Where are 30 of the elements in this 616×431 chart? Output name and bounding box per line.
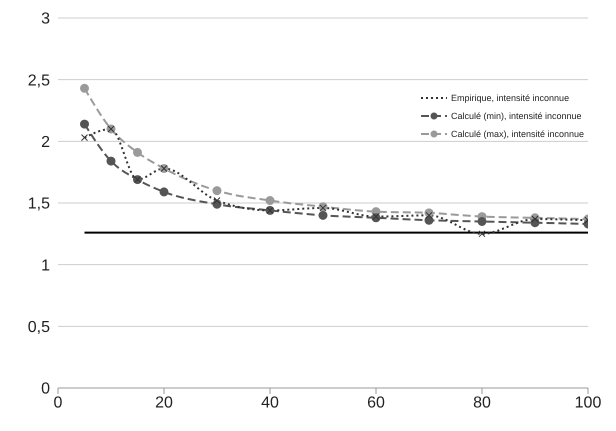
y-tick-label: 0 (41, 380, 50, 398)
point (212, 186, 222, 196)
point (426, 212, 432, 219)
y-tick-label: 0,5 (28, 319, 50, 336)
point (106, 156, 116, 166)
point (478, 217, 486, 226)
x-tick-label: 40 (261, 394, 279, 412)
point (133, 148, 142, 157)
point (478, 230, 486, 238)
point (81, 134, 88, 142)
point (160, 187, 168, 196)
point (318, 210, 328, 220)
legend-label: Empirique, intensité inconnue (451, 93, 570, 103)
point (214, 197, 220, 204)
x-tick-label: 60 (367, 394, 385, 412)
y-tick-label: 1 (41, 257, 50, 274)
x-tick-label: 100 (574, 394, 602, 412)
point (266, 196, 274, 206)
y-tick-label: 1,5 (28, 196, 50, 213)
x-tick-label: 0 (54, 394, 63, 412)
legend-label: Calculé (min), intensité inconnue (451, 111, 582, 121)
y-tick-label: 2,5 (28, 72, 50, 90)
point (532, 216, 538, 223)
y-tick-label: 3 (41, 10, 50, 28)
legend-label: Calculé (max), intensité inconnue (451, 129, 584, 139)
point (80, 120, 89, 129)
x-tick-label: 20 (155, 394, 173, 412)
x-tick-label: 80 (473, 394, 491, 412)
y-tick-label: 2 (41, 134, 50, 152)
point (80, 84, 89, 93)
